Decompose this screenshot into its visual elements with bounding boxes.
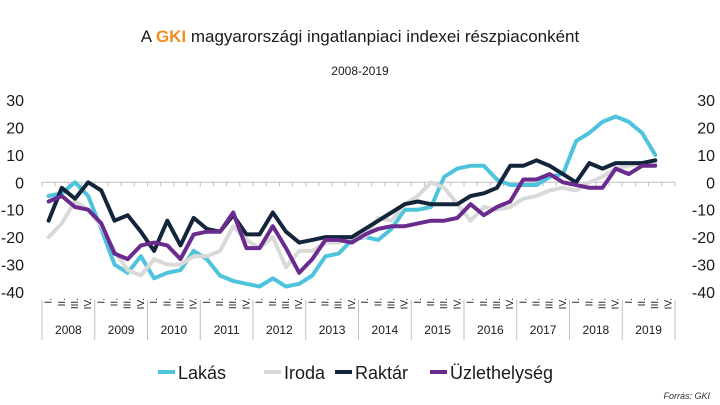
chart-subtitle: 2008-2019: [331, 64, 389, 78]
quarter-label: II.: [162, 298, 173, 306]
quarter-label: IV.: [347, 298, 358, 309]
quarter-label: I.: [518, 298, 529, 304]
legend-label: Raktár: [355, 363, 408, 383]
year-label: 2012: [266, 323, 293, 337]
year-label: 2016: [477, 323, 504, 337]
legend-label: Lakás: [178, 363, 226, 383]
y-tick-label-right: -20: [692, 230, 715, 247]
y-tick-label-left: 0: [15, 175, 24, 192]
y-tick-label-left: -40: [1, 285, 24, 302]
quarter-label: I.: [44, 298, 55, 304]
quarter-label: I.: [571, 298, 582, 304]
y-tick-label-right: 0: [706, 175, 715, 192]
quarter-label: III.: [123, 298, 134, 309]
quarter-label: I.: [255, 298, 266, 304]
quarter-label: III.: [281, 298, 292, 309]
quarter-label: II.: [268, 298, 279, 306]
quarter-label: II.: [215, 298, 226, 306]
quarter-label: IV.: [663, 298, 674, 309]
legend-label: Iroda: [284, 363, 326, 383]
quarter-label: IV.: [611, 298, 622, 309]
series-line-lakás: [46, 114, 658, 289]
year-label: 2014: [372, 323, 399, 337]
year-label: 2008: [55, 323, 82, 337]
y-tick-label-right: 10: [697, 148, 715, 165]
quarter-label: III.: [228, 298, 239, 309]
quarter-label: III.: [70, 298, 81, 309]
quarter-label: I.: [413, 298, 424, 304]
y-tick-label-right: -40: [692, 285, 715, 302]
y-tick-label-left: -10: [1, 203, 24, 220]
year-label: 2009: [108, 323, 135, 337]
quarter-label: II.: [321, 298, 332, 306]
year-label: 2019: [635, 323, 662, 337]
year-label: 2010: [161, 323, 188, 337]
quarter-label: II.: [637, 298, 648, 306]
year-label: 2018: [583, 323, 610, 337]
year-label: 2017: [530, 323, 557, 337]
year-label: 2015: [424, 323, 451, 337]
y-tick-label-right: -30: [692, 258, 715, 275]
source-note: Forrás: GKI: [663, 391, 710, 401]
quarter-label: III.: [545, 298, 556, 309]
quarter-label: II.: [532, 298, 543, 306]
quarter-label: II.: [479, 298, 490, 306]
quarter-label: IV.: [452, 298, 463, 309]
year-label: 2011: [214, 323, 240, 337]
legend-label: Üzlethelység: [450, 363, 553, 383]
quarter-label: II.: [110, 298, 121, 306]
quarter-label: IV.: [241, 298, 252, 309]
quarter-label: I.: [202, 298, 213, 304]
quarter-label: IV.: [294, 298, 305, 309]
quarter-label: II.: [584, 298, 595, 306]
quarter-label: III.: [597, 298, 608, 309]
quarter-label: IV.: [136, 298, 147, 309]
quarter-label: III.: [492, 298, 503, 309]
y-tick-label-left: -30: [1, 258, 24, 275]
quarter-label: IV.: [189, 298, 200, 309]
quarter-label: III.: [175, 298, 186, 309]
quarter-label: II.: [373, 298, 384, 306]
y-tick-label-right: 30: [697, 93, 715, 110]
y-tick-label-right: 20: [697, 120, 715, 137]
quarter-label: I.: [96, 298, 107, 304]
title-brand: GKI: [155, 27, 187, 46]
quarter-label: II.: [57, 298, 68, 306]
quarter-label: IV.: [505, 298, 516, 309]
quarter-label: I.: [466, 298, 477, 304]
series-line-raktár: [46, 158, 658, 253]
y-tick-label-left: -20: [1, 230, 24, 247]
quarter-label: IV.: [83, 298, 94, 309]
quarter-label: IV.: [558, 298, 569, 309]
quarter-label: I.: [149, 298, 160, 304]
y-tick-label-left: 10: [6, 148, 24, 165]
quarter-label: IV.: [400, 298, 411, 309]
chart-title: A GKI magyarországi ingatlanpiaci indexe…: [140, 27, 580, 46]
year-label: 2013: [319, 323, 346, 337]
quarter-label: III.: [334, 298, 345, 309]
quarter-label: I.: [307, 298, 318, 304]
quarter-label: III.: [650, 298, 661, 309]
y-tick-label-right: -10: [692, 203, 715, 220]
quarter-label: I.: [624, 298, 635, 304]
quarter-label: III.: [386, 298, 397, 309]
quarter-label: II.: [426, 298, 437, 306]
y-tick-label-left: 30: [6, 93, 24, 110]
y-tick-label-left: 20: [6, 120, 24, 137]
quarter-label: III.: [439, 298, 450, 309]
quarter-label: I.: [360, 298, 371, 304]
